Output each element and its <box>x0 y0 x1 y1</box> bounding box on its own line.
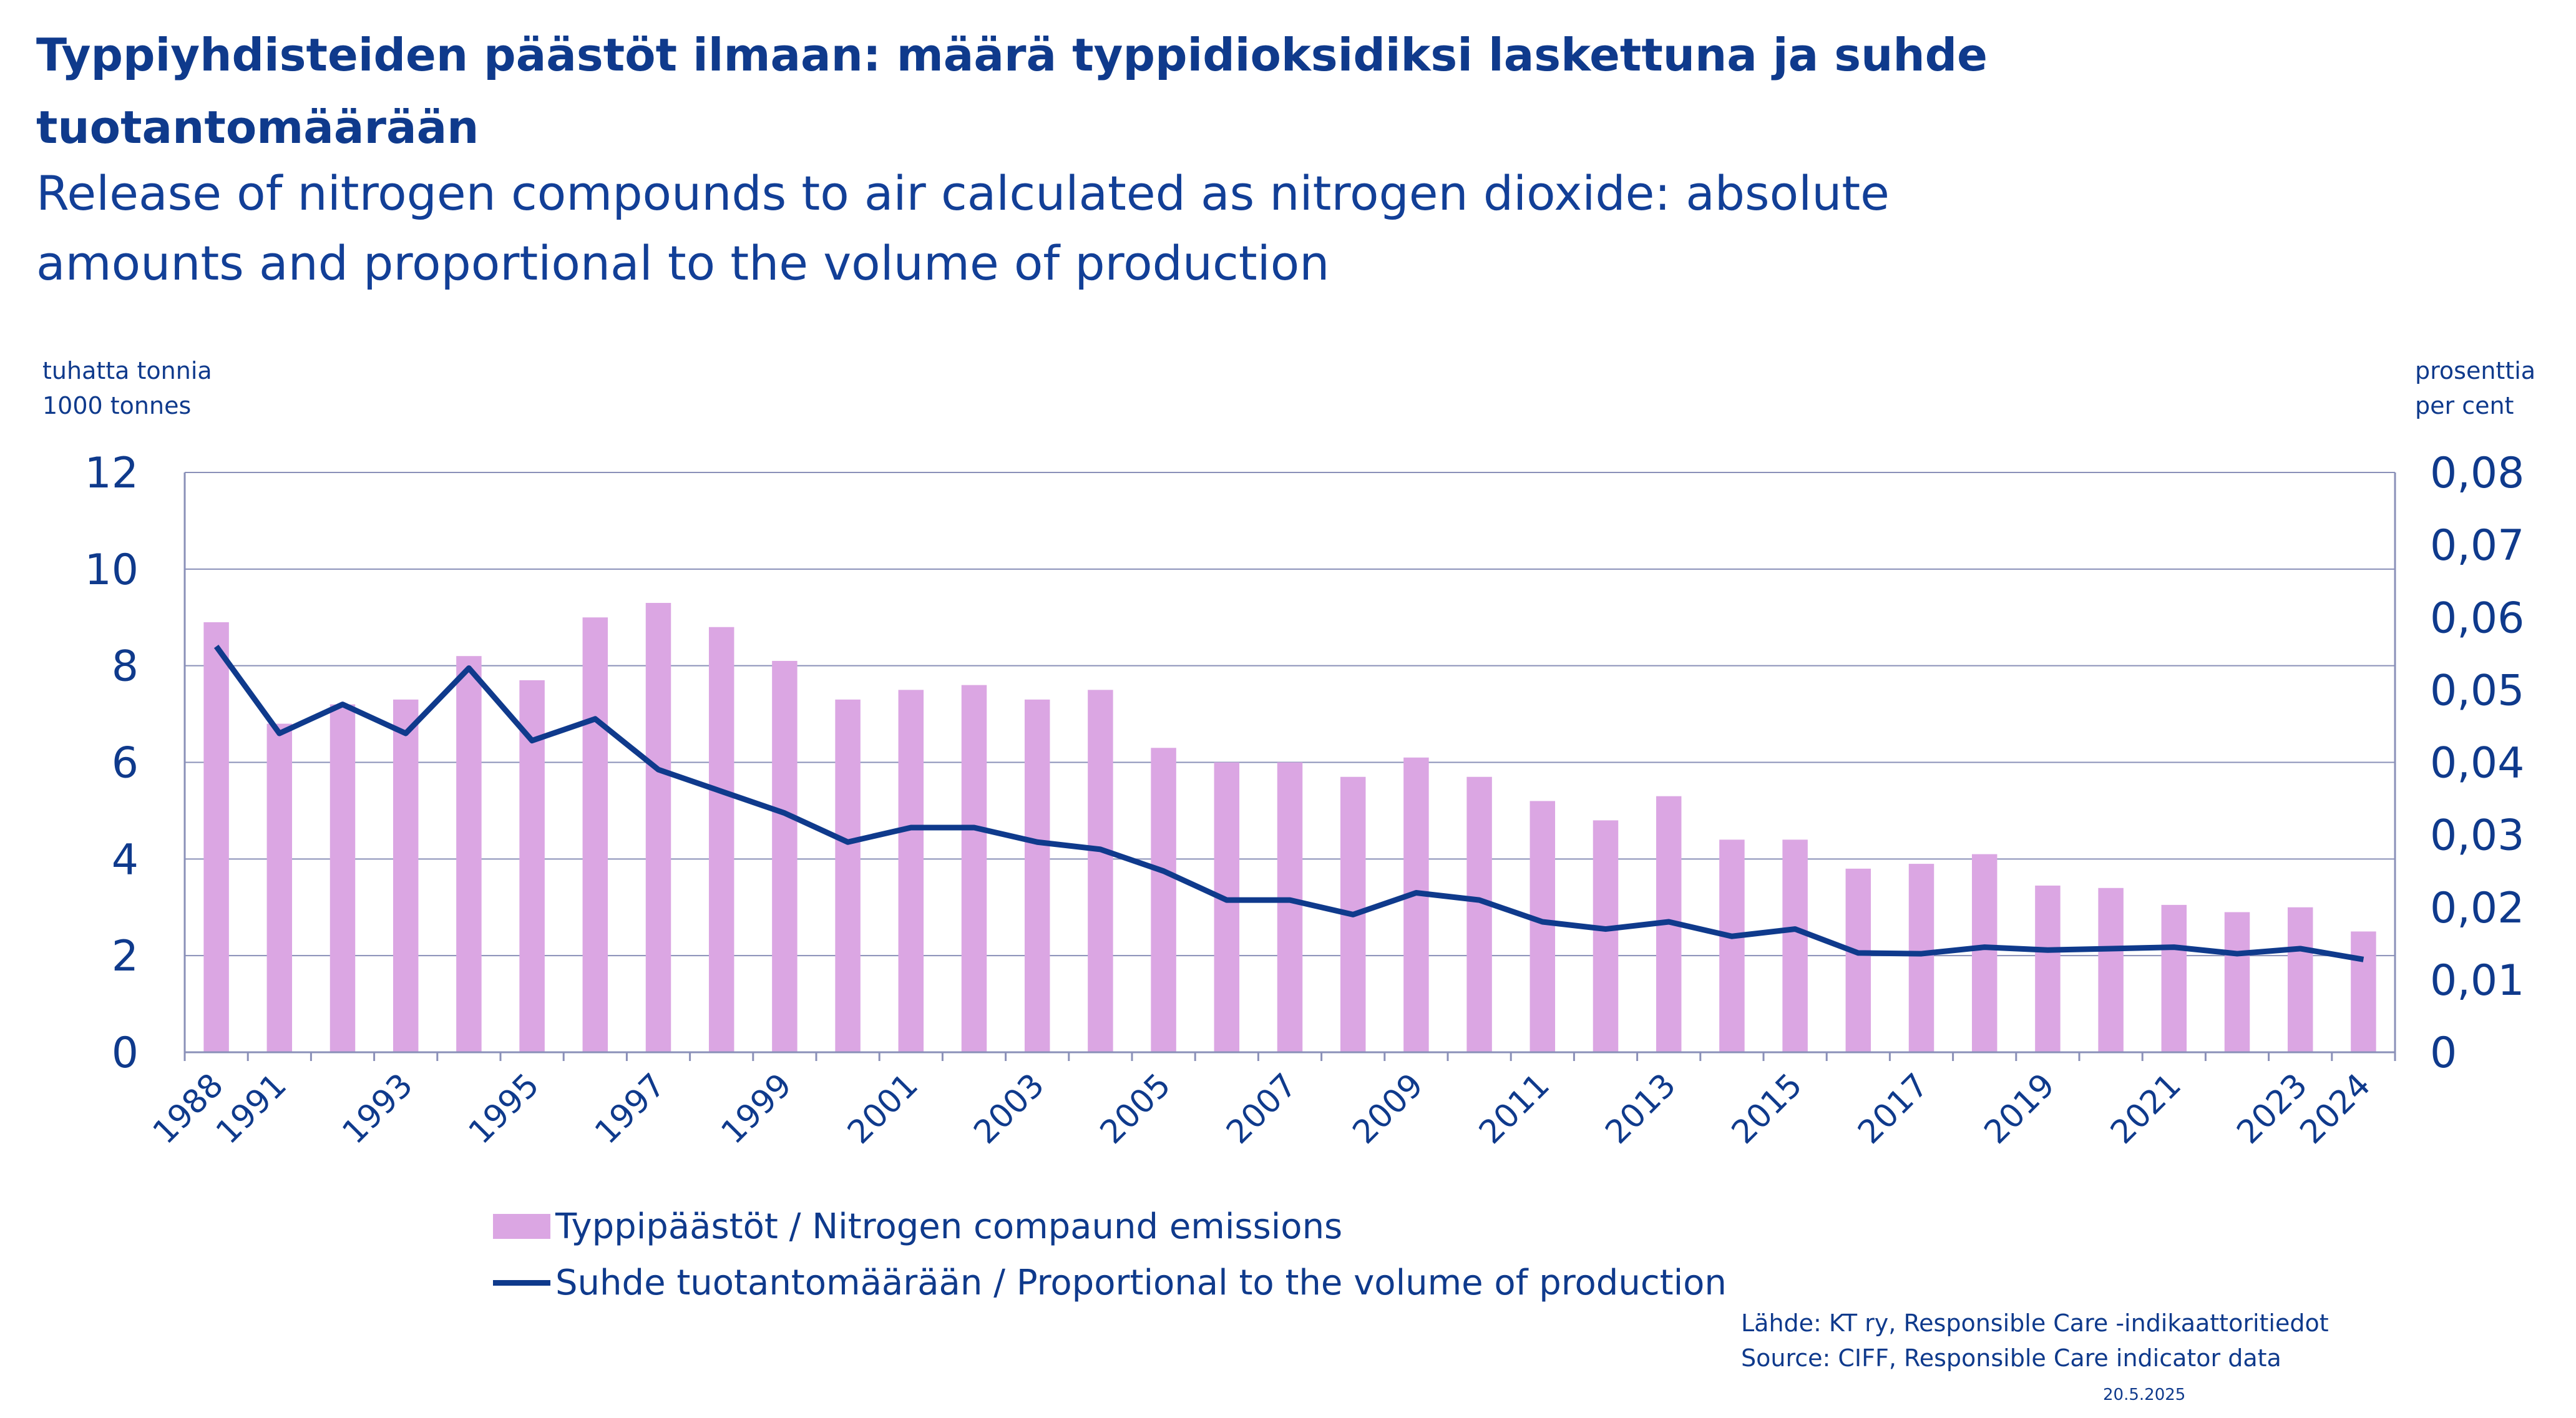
right-tick-label: 0,02 <box>2430 884 2524 933</box>
x-tick-label: 2003 <box>967 1067 1051 1152</box>
x-tick-label: 1995 <box>462 1067 547 1152</box>
date-stamp: 20.5.2025 <box>2103 1386 2186 1404</box>
bar-2023 <box>2287 907 2313 1052</box>
left-tick-label: 0 <box>112 1029 139 1078</box>
bar-2005 <box>1151 748 1176 1052</box>
x-tick-label: 1999 <box>715 1067 799 1152</box>
x-tick-label: 2009 <box>1346 1067 1431 1152</box>
right-axis-tick-labels: 0 0,01 0,02 0,03 0,04 0,05 0,06 0,07 0,08 <box>2430 449 2524 1078</box>
right-tick-label: 0,05 <box>2430 666 2524 715</box>
x-tick-label: 2019 <box>1978 1067 2062 1152</box>
right-tick-label: 0,03 <box>2430 811 2524 861</box>
x-tick-label: 2017 <box>1851 1067 1936 1152</box>
left-tick-label: 8 <box>112 642 139 692</box>
x-tick-label: 1993 <box>335 1067 420 1152</box>
right-tick-label: 0,07 <box>2430 521 2524 570</box>
x-tick-label: 2021 <box>2104 1067 2188 1152</box>
left-axis-tick-labels: 0 2 4 6 8 10 12 <box>84 449 139 1078</box>
left-axis-unit-fi: tuhatta tonnia <box>42 357 212 384</box>
x-tick-label: 1988 <box>146 1067 231 1152</box>
x-tick-label: 2001 <box>841 1067 925 1152</box>
source-en: Source: CIFF, Responsible Care indicator… <box>1741 1344 2281 1372</box>
legend-item-line: Suhde tuotantomäärään / Proportional to … <box>493 1254 1727 1311</box>
bar-1997 <box>645 603 671 1052</box>
bar-2016 <box>1845 868 1871 1052</box>
bar-1993 <box>393 699 419 1052</box>
chart-subtitle: Release of nitrogen compounds to air cal… <box>36 165 1890 291</box>
x-tick-label: 2005 <box>1093 1067 1178 1152</box>
left-tick-label: 4 <box>112 835 139 884</box>
bar-2024 <box>2351 931 2376 1052</box>
bar-2002 <box>961 685 987 1052</box>
left-axis-unit-en: 1000 tonnes <box>42 392 192 419</box>
bar-2018 <box>1971 854 1998 1052</box>
x-tick-label: 1991 <box>209 1067 294 1152</box>
right-tick-label: 0,06 <box>2430 594 2524 643</box>
x-tick-label: 2011 <box>1472 1067 1557 1152</box>
source-fi: Lähde: KT ry, Responsible Care -indikaat… <box>1741 1309 2329 1337</box>
bar-2007 <box>1277 762 1303 1052</box>
bar-1998 <box>708 627 734 1052</box>
bar-2004 <box>1088 690 1113 1052</box>
left-tick-label: 6 <box>112 739 139 788</box>
right-axis-unit-en: per cent <box>2415 392 2514 419</box>
legend-swatch-bars <box>493 1214 550 1239</box>
x-tick-label: 2007 <box>1219 1067 1304 1152</box>
bar-2015 <box>1782 839 1808 1052</box>
bar-1988 <box>203 622 229 1052</box>
source-note: Lähde: KT ry, Responsible Care -indikaat… <box>1741 1306 2329 1376</box>
bar-2011 <box>1530 801 1556 1052</box>
x-tick-label: 2015 <box>1725 1067 1810 1152</box>
bar-1991 <box>266 723 293 1052</box>
legend-label-line: Suhde tuotantomäärään / Proportional to … <box>555 1262 1727 1303</box>
bar-2017 <box>1908 864 1934 1052</box>
left-tick-label: 2 <box>112 932 139 981</box>
x-tick-label: 1997 <box>588 1067 673 1152</box>
right-axis-unit: prosenttia per cent <box>2415 353 2535 423</box>
bar-2012 <box>1593 820 1619 1052</box>
left-tick-label: 12 <box>84 449 139 498</box>
legend: Typpipäästöt / Nitrogen compaund emissio… <box>493 1198 1727 1311</box>
bar-1994 <box>456 656 482 1052</box>
chart-title: Typpiyhdisteiden päästöt ilmaan: määrä t… <box>36 29 1988 154</box>
left-axis-unit: tuhatta tonnia 1000 tonnes <box>42 353 212 423</box>
x-tick-label: 2023 <box>2230 1067 2315 1152</box>
bar-1992 <box>329 704 356 1052</box>
bar-2000 <box>835 699 861 1052</box>
bar-2019 <box>2035 885 2061 1052</box>
bar-2001 <box>898 690 924 1052</box>
bar-2014 <box>1719 839 1745 1052</box>
legend-item-bars: Typpipäästöt / Nitrogen compaund emissio… <box>493 1198 1727 1254</box>
bar-2020 <box>2098 887 2124 1052</box>
axes <box>183 472 2396 1061</box>
right-axis-unit-fi: prosenttia <box>2415 357 2536 384</box>
bar-2003 <box>1024 699 1050 1052</box>
bar-2021 <box>2161 904 2187 1052</box>
right-tick-label: 0 <box>2430 1029 2457 1078</box>
line-series <box>213 645 2364 962</box>
right-tick-label: 0,04 <box>2430 739 2524 788</box>
x-tick-label: 2024 <box>2293 1067 2378 1152</box>
bar-1996 <box>582 617 608 1052</box>
right-tick-label: 0,01 <box>2430 956 2524 1005</box>
bar-1999 <box>772 660 798 1052</box>
legend-label-bars: Typpipäästöt / Nitrogen compaund emissio… <box>555 1206 1343 1247</box>
bar-series <box>203 603 2376 1052</box>
bar-2009 <box>1403 757 1429 1052</box>
bar-2022 <box>2224 912 2250 1052</box>
left-tick-label: 10 <box>84 545 139 595</box>
right-tick-label: 0,08 <box>2430 449 2524 498</box>
legend-swatch-line <box>493 1279 550 1286</box>
bar-2006 <box>1214 762 1240 1052</box>
bar-2010 <box>1466 776 1492 1052</box>
x-tick-label: 2013 <box>1598 1067 1683 1152</box>
